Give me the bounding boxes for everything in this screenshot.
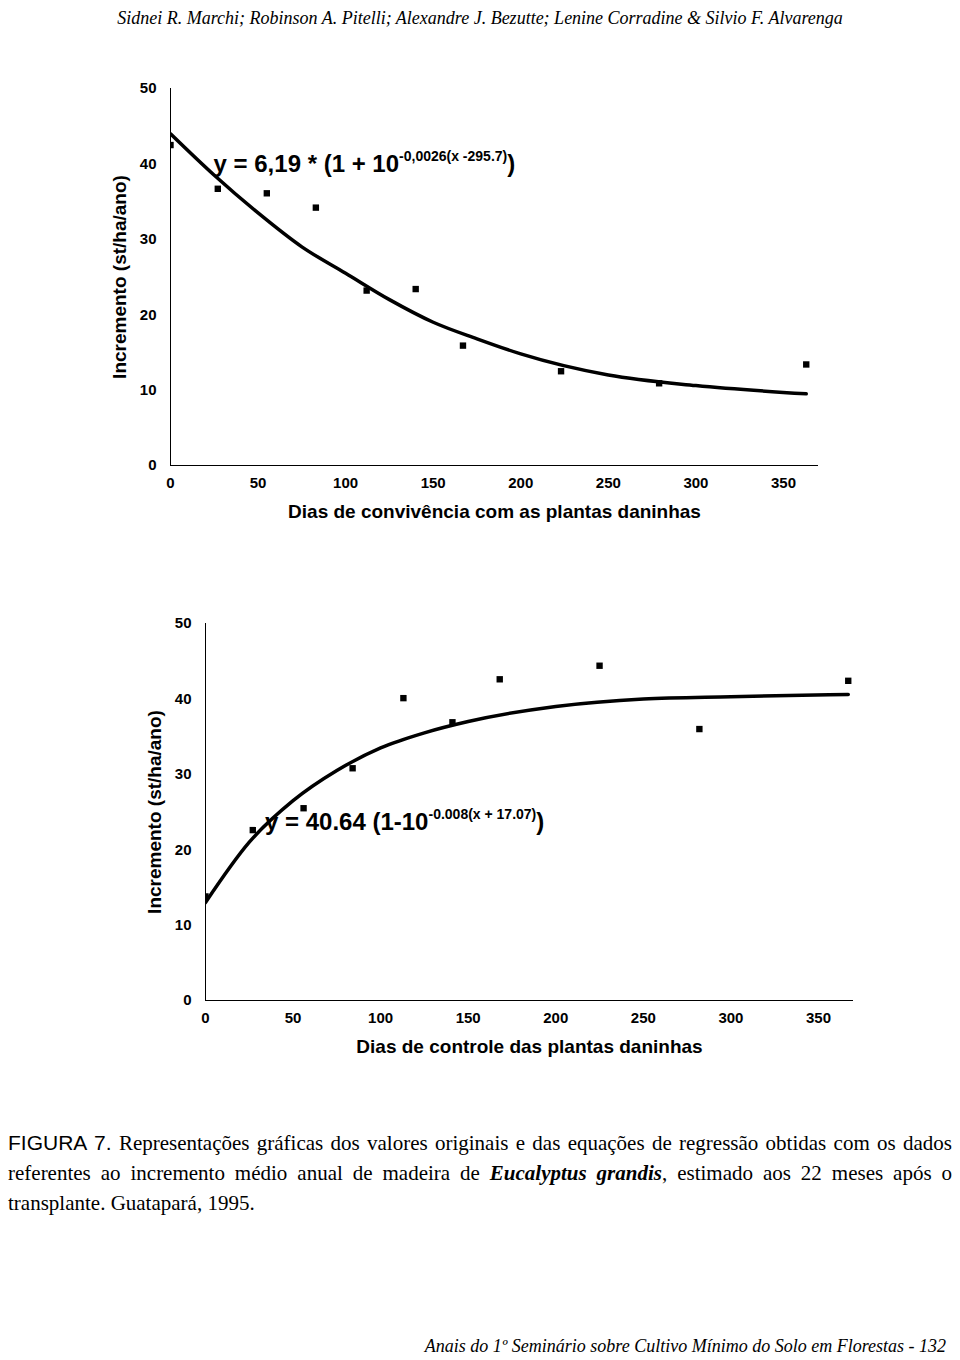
svg-text:300: 300 [718, 1009, 743, 1026]
svg-text:50: 50 [140, 79, 157, 96]
svg-text:20: 20 [175, 841, 192, 858]
svg-text:0: 0 [201, 1009, 209, 1026]
svg-text:y = 6,19 * (1 + 10-0,0026(x -2: y = 6,19 * (1 + 10-0,0026(x -295.7)) [214, 148, 516, 177]
svg-text:50: 50 [285, 1009, 302, 1026]
html-text:FIGURA 7. Representações gráfi: FIGURA 7. Representações gráficas dos va… [8, 1131, 952, 1215]
svg-text:50: 50 [175, 614, 192, 631]
svg-text:10: 10 [140, 381, 157, 398]
svg-text:0: 0 [183, 991, 191, 1008]
svg-text:150: 150 [421, 474, 446, 491]
svg-text:250: 250 [596, 474, 621, 491]
svg-text:250: 250 [631, 1009, 656, 1026]
svg-text:Incremento (st/ha/ano): Incremento (st/ha/ano) [144, 710, 165, 914]
svg-text:30: 30 [140, 230, 157, 247]
svg-text:20: 20 [140, 306, 157, 323]
svg-text:200: 200 [508, 474, 533, 491]
svg-text:y = 40.64 (1-10-0.008(x + 17.0: y = 40.64 (1-10-0.008(x + 17.07)) [265, 806, 544, 835]
svg-text:Dias de convivência com as pla: Dias de convivência com as plantas danin… [288, 501, 701, 522]
svg-text:10: 10 [175, 916, 192, 933]
svg-text:0: 0 [166, 474, 174, 491]
svg-text:50: 50 [250, 474, 267, 491]
html-text:Sidnei R. Marchi; Robinson A.: Sidnei R. Marchi; Robinson A. Pitelli; A… [117, 8, 843, 28]
svg-text:350: 350 [771, 474, 796, 491]
svg-text:0: 0 [148, 456, 156, 473]
svg-text:40: 40 [140, 155, 157, 172]
html-text:Anais do 1º Seminário sobre Cu: Anais do 1º Seminário sobre Cultivo Míni… [424, 1336, 946, 1356]
svg-text:300: 300 [683, 474, 708, 491]
svg-text:100: 100 [368, 1009, 393, 1026]
svg-text:100: 100 [333, 474, 358, 491]
svg-text:150: 150 [456, 1009, 481, 1026]
svg-text:Incremento (st/ha/ano): Incremento (st/ha/ano) [109, 175, 130, 379]
svg-text:200: 200 [543, 1009, 568, 1026]
svg-text:350: 350 [806, 1009, 831, 1026]
svg-text:Dias de controle das plantas d: Dias de controle das plantas daninhas [356, 1036, 702, 1057]
svg-text:40: 40 [175, 690, 192, 707]
svg-text:30: 30 [175, 765, 192, 782]
